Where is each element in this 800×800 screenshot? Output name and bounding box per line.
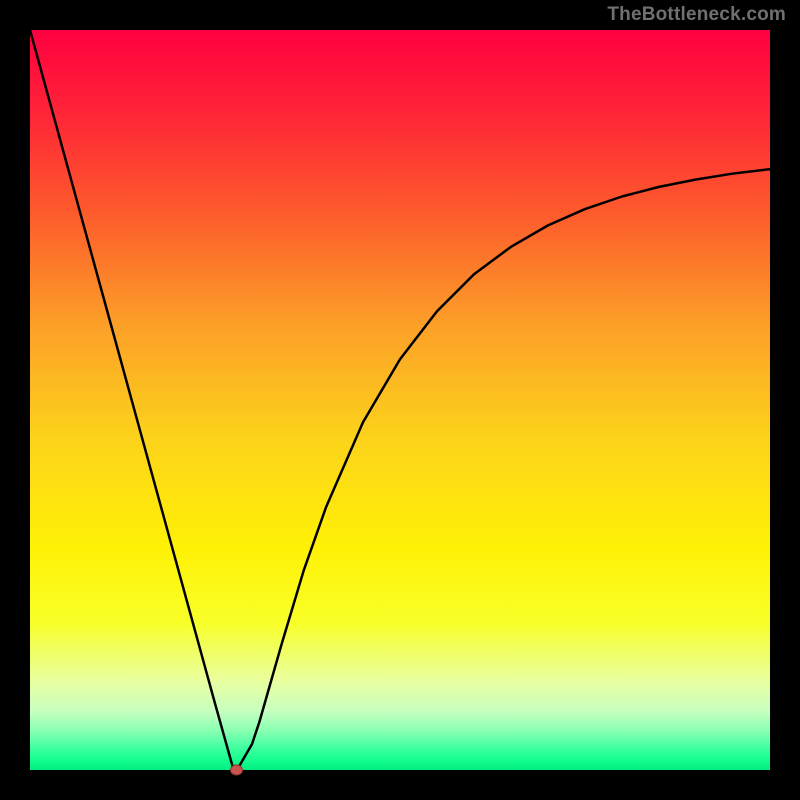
stage: TheBottleneck.com xyxy=(0,0,800,800)
plot-background xyxy=(30,30,770,770)
optimum-marker xyxy=(230,765,242,775)
plot-svg xyxy=(0,0,800,800)
watermark-text: TheBottleneck.com xyxy=(607,4,786,26)
